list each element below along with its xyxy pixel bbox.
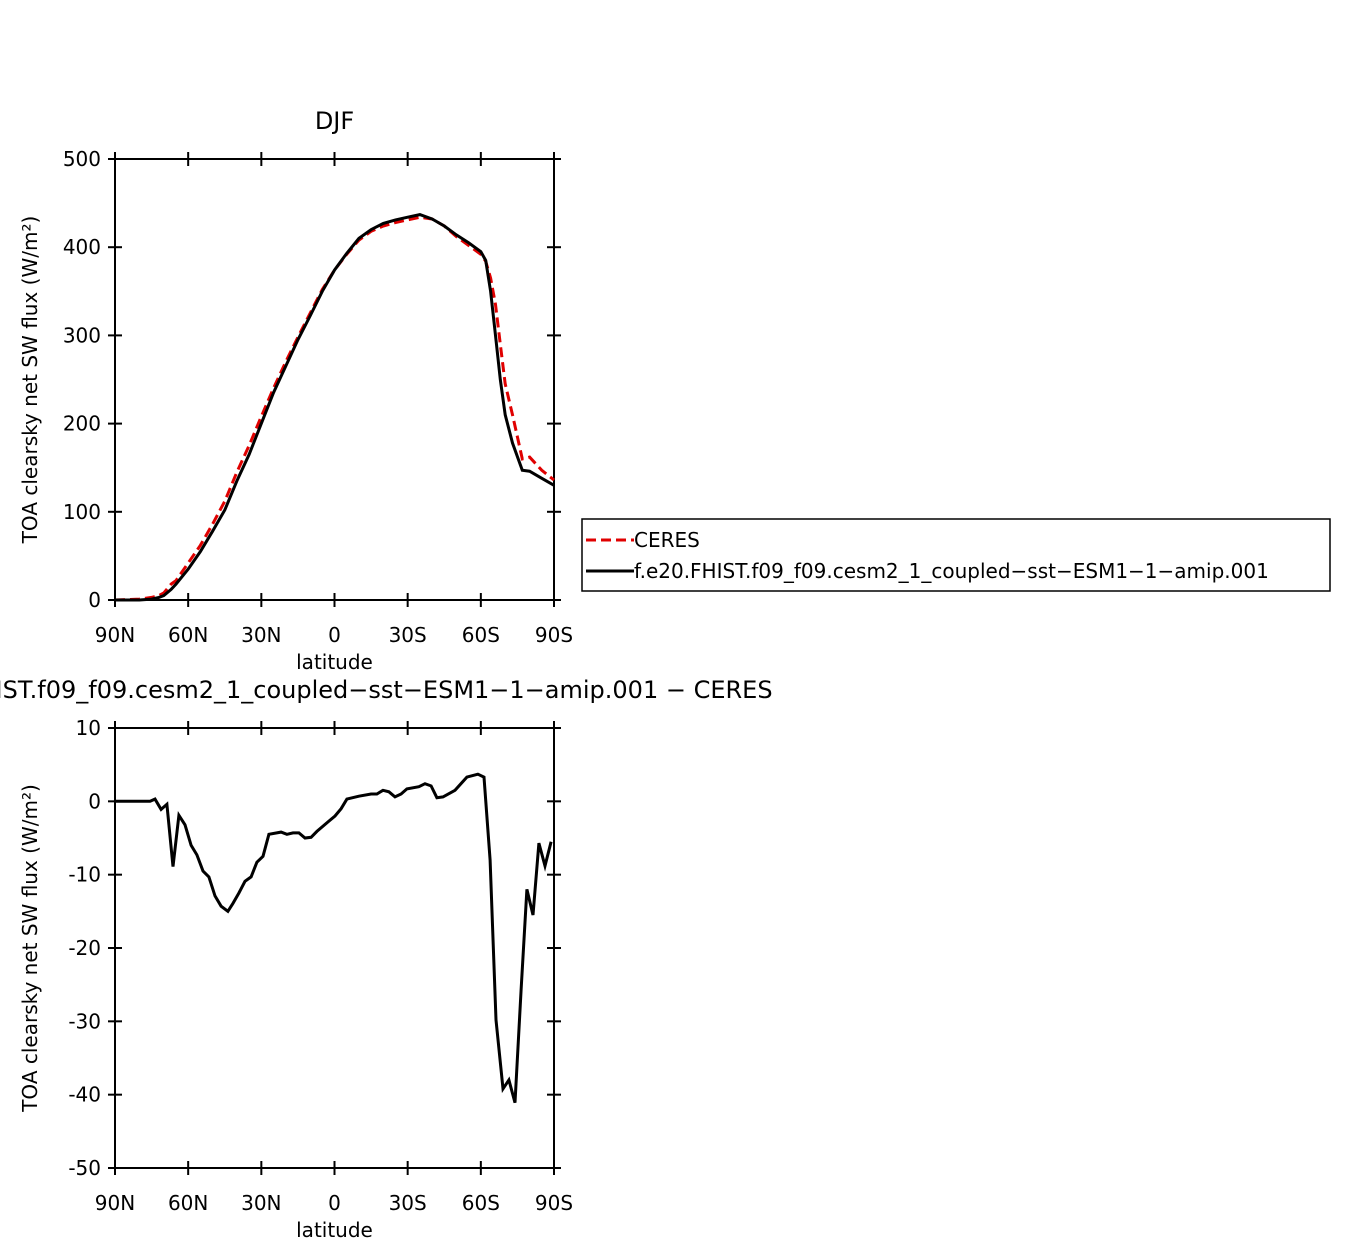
y-tick-label: -50	[68, 1156, 101, 1180]
x-tick-label: 30N	[241, 1191, 281, 1215]
x-axis-label: latitude	[296, 1218, 373, 1242]
x-tick-label: 60N	[168, 1191, 208, 1215]
plot-frame	[114, 158, 555, 601]
x-tick-label: 60S	[462, 623, 500, 647]
y-tick-label: -20	[68, 936, 101, 960]
y-axis-label: TOA clearsky net SW flux (W/m²)	[18, 216, 42, 545]
y-tick-label: 100	[63, 500, 101, 524]
y-tick-label: 10	[76, 716, 101, 740]
x-tick-label: 30S	[389, 623, 427, 647]
x-tick-label: 90N	[95, 1191, 135, 1215]
y-tick-label: 0	[88, 789, 101, 813]
x-tick-label: 90S	[535, 1191, 573, 1215]
plot-frame	[114, 727, 555, 1169]
x-tick-label: 60S	[462, 1191, 500, 1215]
y-tick-label: -10	[68, 863, 101, 887]
y-tick-label: 200	[63, 412, 101, 436]
x-tick-label: 90S	[535, 623, 573, 647]
x-axis-label: latitude	[296, 650, 373, 674]
y-axis-label: TOA clearsky net SW flux (W/m²)	[18, 784, 42, 1113]
data-line	[114, 215, 555, 602]
y-tick-label: 300	[63, 323, 101, 347]
x-tick-label: 0	[328, 623, 341, 647]
chart-title: DJF	[315, 107, 354, 135]
x-tick-label: 0	[328, 1191, 341, 1215]
data-line	[115, 772, 553, 1104]
y-tick-label: -40	[68, 1083, 101, 1107]
y-tick-label: 500	[63, 147, 101, 171]
legend-label: CERES	[634, 528, 700, 552]
x-tick-label: 60N	[168, 623, 208, 647]
y-tick-label: 400	[63, 235, 101, 259]
chart-title: f.e20.FHIST.f09_f09.cesm2_1_coupled−sst−…	[0, 676, 773, 704]
y-tick-label: -30	[68, 1009, 101, 1033]
data-line	[115, 213, 555, 602]
x-tick-label: 30N	[241, 623, 281, 647]
legend-label: f.e20.FHIST.f09_f09.cesm2_1_coupled−sst−…	[634, 559, 1269, 583]
y-tick-label: 0	[88, 588, 101, 612]
x-tick-label: 90N	[95, 623, 135, 647]
legend-box	[581, 518, 1331, 592]
x-tick-label: 30S	[389, 1191, 427, 1215]
